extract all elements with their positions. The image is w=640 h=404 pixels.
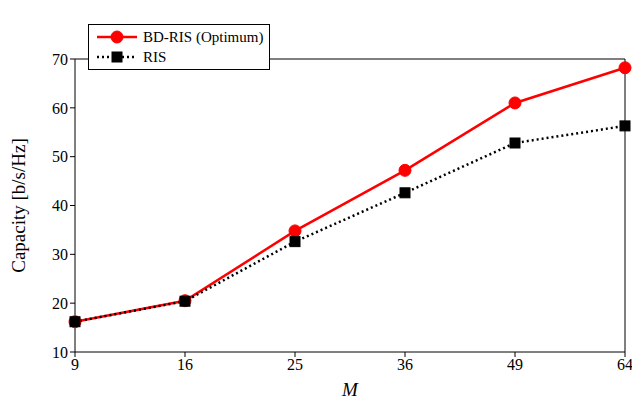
svg-text:49: 49 [507, 356, 523, 373]
svg-text:16: 16 [177, 356, 193, 373]
svg-text:50: 50 [52, 148, 68, 165]
svg-text:30: 30 [52, 246, 68, 263]
html-text:BD-RIS (Optimum): BD-RIS (Optimum) [143, 28, 264, 45]
svg-text:10: 10 [52, 344, 68, 361]
svg-text:64: 64 [617, 356, 632, 373]
svg-text:40: 40 [52, 197, 68, 214]
svg-text:9: 9 [71, 356, 79, 373]
svg-text:36: 36 [397, 356, 413, 373]
html-text:RIS: RIS [143, 48, 167, 65]
svg-text:M: M [341, 379, 359, 396]
svg-text:Capacity [b/s/Hz]: Capacity [b/s/Hz] [8, 138, 29, 273]
svg-text:60: 60 [52, 100, 68, 117]
svg-text:25: 25 [287, 356, 303, 373]
svg-text:20: 20 [52, 295, 68, 312]
svg-text:70: 70 [52, 51, 68, 68]
